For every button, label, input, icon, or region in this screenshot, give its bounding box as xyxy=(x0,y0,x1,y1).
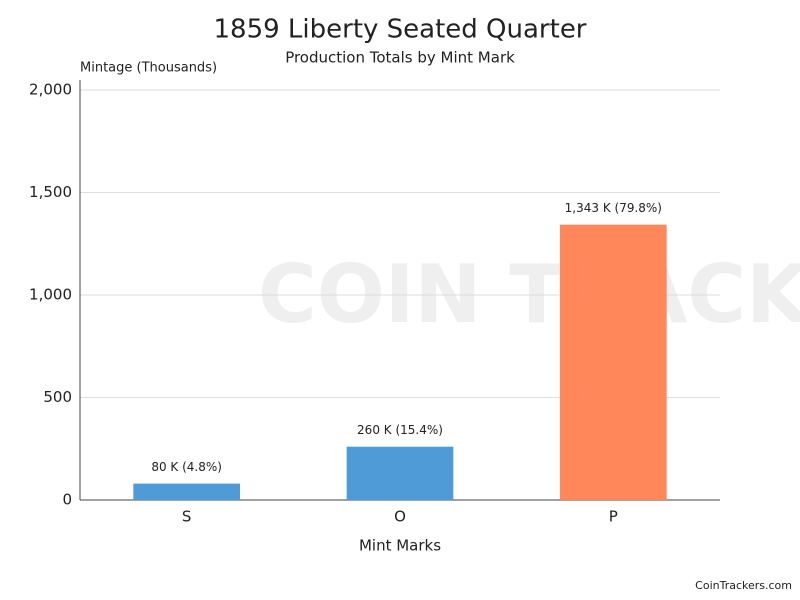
x-axis-title: Mint Marks xyxy=(359,537,441,555)
value-label: 80 K (4.8%) xyxy=(151,460,222,474)
x-tick-label: P xyxy=(609,508,618,526)
chart-title: 1859 Liberty Seated Quarter xyxy=(213,15,586,45)
y-tick-label: 500 xyxy=(43,388,72,406)
y-tick-label: 1,000 xyxy=(29,286,72,304)
bar xyxy=(346,446,454,500)
watermark: COIN TRACKERS xyxy=(258,248,800,341)
x-tick-label: S xyxy=(182,508,192,526)
credit: CoinTrackers.com xyxy=(695,579,792,592)
value-label: 1,343 K (79.8%) xyxy=(565,201,662,215)
chart-subtitle: Production Totals by Mint Mark xyxy=(285,49,515,67)
y-tick-label: 1,500 xyxy=(29,183,72,201)
y-tick-label: 0 xyxy=(62,491,72,509)
y-axis-title: Mintage (Thousands) xyxy=(80,61,217,76)
bar xyxy=(560,224,667,500)
bar xyxy=(133,483,240,500)
value-label: 260 K (15.4%) xyxy=(357,423,443,437)
x-tick-label: O xyxy=(394,508,406,526)
y-tick-label: 2,000 xyxy=(29,81,72,99)
